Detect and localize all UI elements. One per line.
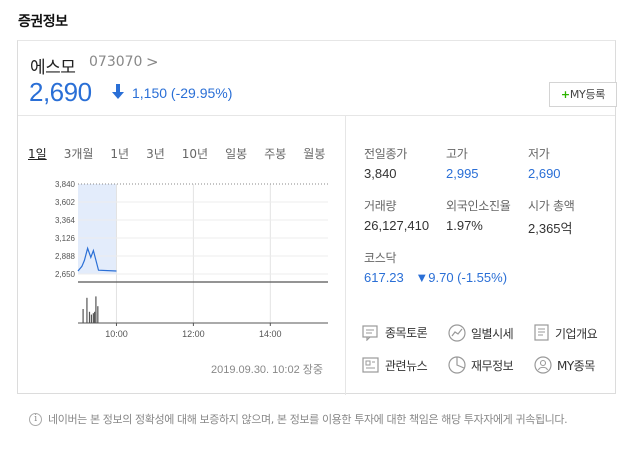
my-register-button[interactable]: +MY등록 [549, 82, 617, 107]
news-icon [362, 357, 379, 373]
link-label: 일별시세 [471, 326, 514, 341]
x-tick-label: 14:00 [259, 329, 282, 339]
y-tick-label: 3,364 [55, 216, 76, 225]
stat-label: 거래량 [364, 199, 397, 213]
volume-bar [88, 311, 91, 323]
x-tick-label: 10:00 [105, 329, 128, 339]
stat-market-cap: 시가 총액 2,365억 [528, 197, 613, 237]
volume-bar [97, 306, 99, 323]
plus-icon: + [560, 88, 570, 101]
stat-low: 저가 2,690 [528, 145, 613, 181]
period-tab[interactable]: 일봉 [225, 147, 248, 161]
trend-icon [448, 324, 466, 342]
stat-label: 저가 [528, 147, 550, 161]
section-title: 증권정보 [18, 14, 68, 30]
index-change: ▼9.70 (-1.55%) [415, 270, 508, 285]
index-value-row: 617.23 ▼9.70 (-1.55%) [364, 270, 564, 285]
stat-value: 26,127,410 [364, 218, 430, 233]
period-tab[interactable]: 월봉 [303, 147, 326, 161]
link-related-news[interactable]: 관련뉴스 [362, 356, 428, 374]
y-tick-label: 2,888 [55, 252, 76, 261]
price-change: 1,150 (-29.95%) [132, 85, 233, 101]
y-tick-label: 2,650 [55, 270, 76, 279]
stock-info-card: 에스모 073070 > 2,690 1,150 (-29.95%) +MY등록… [17, 40, 617, 395]
info-icon: i [29, 412, 42, 426]
volume-bar [95, 296, 97, 323]
stat-label: 전일종가 [364, 147, 407, 161]
y-tick-label: 3,602 [55, 198, 76, 207]
stat-value: 3,840 [364, 166, 397, 181]
stock-code[interactable]: 073070 [89, 54, 143, 70]
index-value: 617.23 [364, 270, 404, 285]
discussion-icon [362, 324, 378, 341]
volume-bar [94, 311, 96, 323]
link-my-stocks[interactable]: MY종목 [534, 356, 595, 374]
disclaimer: i 네이버는 본 정보의 정확성에 대해 보증하지 않으며, 본 정보를 이용한… [29, 411, 568, 427]
stat-value: 2,365억 [528, 221, 573, 236]
divider [345, 115, 346, 395]
period-tab[interactable]: 1년 [110, 147, 130, 161]
y-tick-label: 3,840 [55, 180, 76, 189]
period-tab[interactable]: 1일 [28, 147, 47, 161]
stat-label: 고가 [446, 147, 468, 161]
price-line [77, 246, 117, 272]
stat-volume: 거래량 26,127,410 [364, 197, 449, 233]
stat-value: 1.97% [446, 218, 483, 233]
stat-prev-close: 전일종가 3,840 [364, 145, 449, 181]
volume-bar [82, 309, 84, 323]
link-daily-price[interactable]: 일별시세 [448, 324, 514, 342]
my-register-label: MY등록 [569, 88, 606, 101]
stat-value: 2,690 [528, 166, 561, 181]
period-tabs: 1일 3개월 1년 3년 10년 일봉 주봉 월봉 [28, 145, 342, 162]
y-tick-label: 3,126 [55, 234, 76, 243]
period-tab[interactable]: 주봉 [264, 147, 287, 161]
user-icon [534, 356, 552, 374]
index-label: 코스닥 [364, 251, 397, 265]
pie-chart-icon [448, 356, 466, 374]
link-label: 재무정보 [471, 358, 514, 373]
volume-bar [92, 313, 94, 323]
disclaimer-text: 네이버는 본 정보의 정확성에 대해 보증하지 않으며, 본 정보를 이용한 투… [48, 413, 568, 426]
document-icon [534, 324, 549, 341]
volume-bar [90, 314, 93, 323]
stock-name[interactable]: 에스모 [30, 58, 76, 78]
intraday-chart: 3,840 3,602 3,364 3,126 2,888 2,650 10:00 12:00… [55, 180, 328, 339]
x-tick-label: 12:00 [182, 329, 205, 339]
link-company-overview[interactable]: 기업개요 [534, 324, 598, 342]
stat-high: 고가 2,995 [446, 145, 531, 181]
link-label: 관련뉴스 [385, 358, 428, 373]
period-tab[interactable]: 3년 [146, 147, 165, 161]
link-label: MY종목 [557, 358, 595, 373]
period-tab[interactable]: 3개월 [63, 147, 94, 161]
arrow-down-icon [112, 84, 124, 99]
stat-foreign: 외국인소진율 1.97% [446, 197, 531, 233]
stat-label: 외국인소진율 [446, 199, 511, 213]
link-discussion[interactable]: 종목토론 [362, 324, 428, 341]
stat-index[interactable]: 코스닥 617.23 ▼9.70 (-1.55%) [364, 249, 564, 285]
timestamp: 2019.09.30. 10:02 장중 [211, 364, 323, 376]
stat-value: 2,995 [446, 166, 479, 181]
link-label: 종목토론 [385, 326, 428, 340]
divider [18, 115, 615, 116]
current-price: 2,690 [29, 77, 92, 107]
volume-bar [86, 297, 88, 323]
chevron-right-icon[interactable]: > [146, 53, 159, 71]
period-tab[interactable]: 10년 [181, 147, 209, 161]
link-financials[interactable]: 재무정보 [448, 356, 514, 374]
stat-label: 시가 총액 [528, 199, 575, 213]
link-label: 기업개요 [555, 326, 598, 341]
